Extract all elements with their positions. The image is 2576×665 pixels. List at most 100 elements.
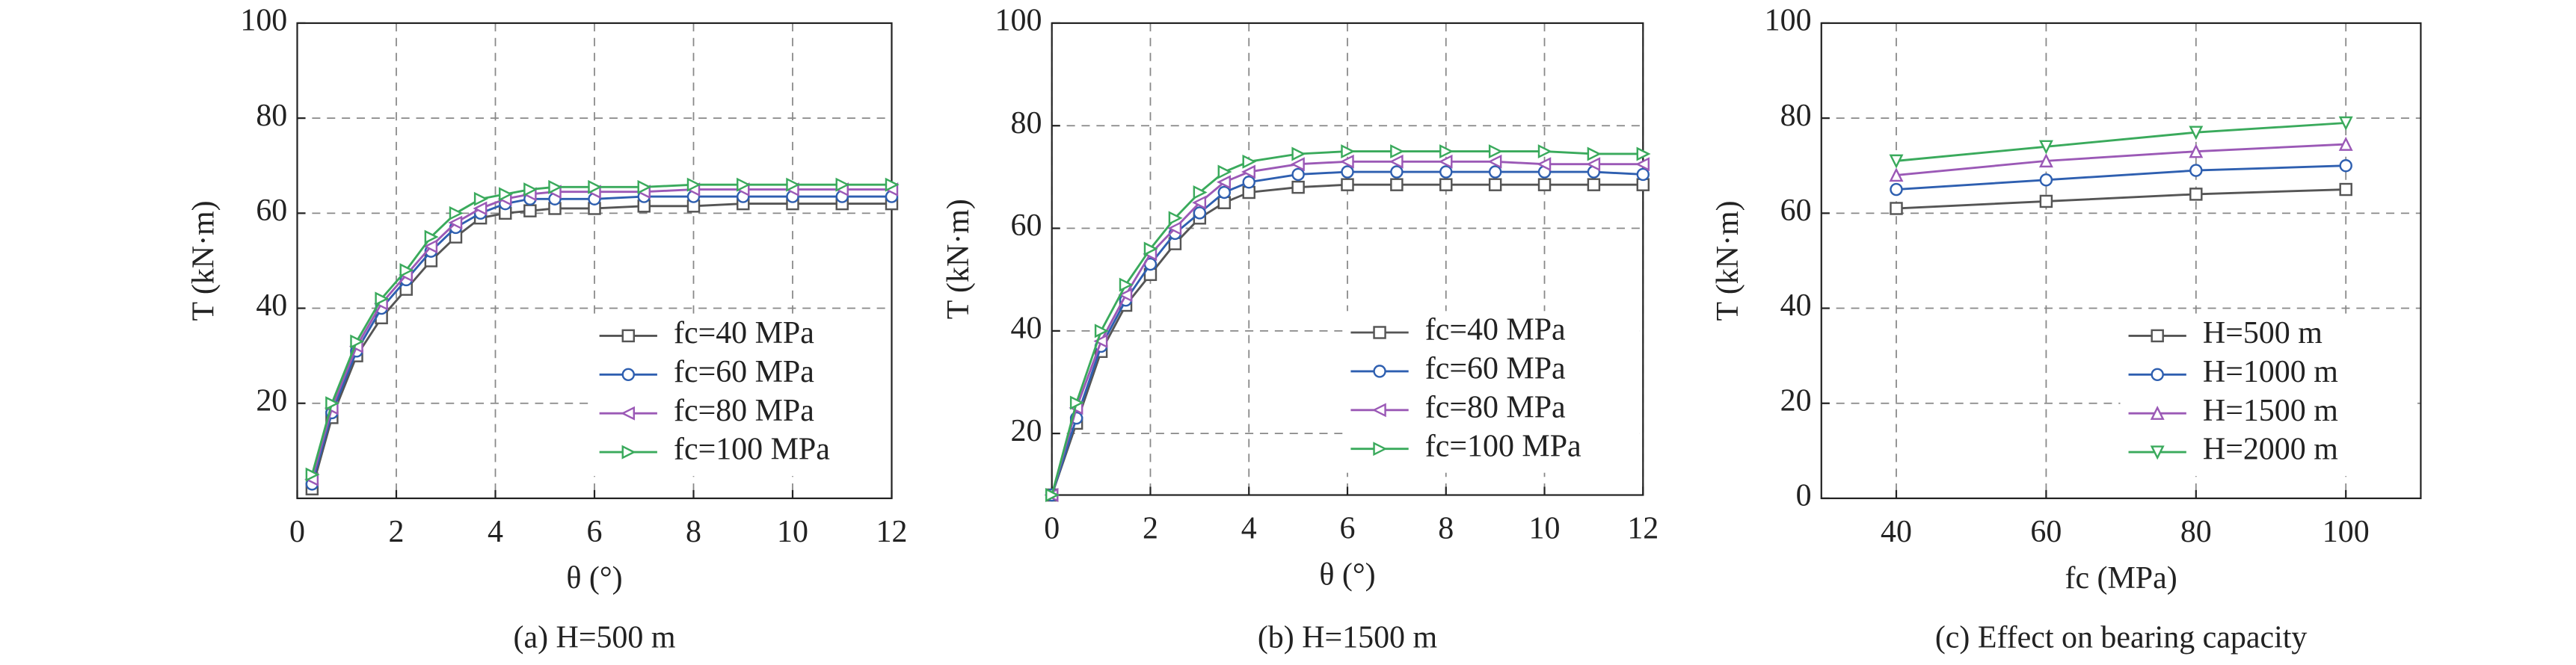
legend-marker [1371,403,1386,418]
data-point [1192,195,1207,210]
data-point [1890,182,1903,197]
legend-label: H=1000 m [2203,355,2338,389]
data-point [2339,159,2352,173]
x-tick-label: 12 [1627,512,1659,546]
x-tick-label: 2 [1143,512,1158,546]
data-point [1537,144,1552,159]
data-point [1439,165,1453,179]
data-point [1488,144,1503,159]
y-tick-label: 40 [1780,288,1812,323]
data-point [1390,144,1405,159]
data-point [1290,157,1305,172]
data-point [1390,178,1404,191]
legend-label: H=1500 m [2203,394,2338,428]
data-point [1291,146,1306,161]
y-tick-label: 60 [256,194,287,228]
data-point [1439,144,1454,159]
data-point [1635,157,1650,172]
x-axis-label: θ (°) [1319,558,1375,593]
data-point [686,177,701,192]
data-point [1587,178,1601,191]
data-point [548,179,563,194]
x-tick-label: 4 [488,515,503,549]
series-line [1896,122,2346,162]
data-point [2038,140,2053,155]
data-point [1487,154,1502,169]
y-tick-label: 60 [1780,194,1812,228]
data-point [2039,173,2053,187]
series-line [310,188,892,480]
data-point [1093,334,1108,349]
data-point [1118,288,1133,303]
data-point [2189,143,2204,158]
y-axis-label: T (kN·m) [187,200,221,321]
legend-marker [621,406,635,421]
data-point [1217,164,1232,179]
y-tick-label: 100 [1765,4,1812,38]
y-axis-label: T (kN·m) [1711,200,1745,321]
data-point [499,187,513,202]
data-point [1045,488,1060,502]
y-tick-label: 20 [1011,414,1042,448]
legend-box [2120,314,2417,477]
y-tick-label: 80 [1011,106,1042,140]
y-tick-label: 20 [1780,383,1812,418]
x-tick-label: 40 [1881,515,1912,549]
data-point [1242,154,1257,169]
data-point [1636,146,1651,161]
legend-label: fc=80 MPa [1425,390,1566,424]
y-tick-label: 0 [1796,479,1812,513]
data-point [448,215,463,230]
x-tick-label: 6 [587,515,603,549]
x-tick-label: 10 [1529,512,1561,546]
x-tick-label: 12 [876,515,908,549]
data-point [2038,153,2053,168]
data-point [1217,185,1232,200]
data-point [1143,241,1158,256]
data-point [2339,182,2352,197]
x-axis-label: fc (MPa) [2065,561,2177,596]
y-axis-label: T (kN·m) [941,199,976,319]
legend-box [591,314,889,477]
caption: (b) H=1500 m [1258,620,1437,655]
y-tick-label: 60 [1011,208,1042,243]
legend-marker [1373,326,1386,339]
data-point [1438,154,1453,169]
y-tick-label: 80 [256,99,287,133]
data-point [1069,395,1084,410]
data-point [1168,211,1183,226]
x-axis-label: θ (°) [566,561,622,596]
legend-marker [1373,442,1388,457]
legend-label: H=2000 m [2203,433,2338,467]
data-point [1193,206,1207,220]
data-point [588,179,603,194]
data-point [1341,165,1354,179]
data-point [1889,154,1904,169]
data-point [1890,202,1903,215]
caption: (c) Effect on bearing capacity [1935,620,2308,655]
data-point [835,177,850,192]
data-point [399,263,414,278]
x-tick-label: 0 [1044,512,1060,546]
data-point [1537,178,1552,191]
data-point [1241,164,1255,179]
plot-frame [1820,22,2422,500]
data-point [2189,164,2203,177]
x-tick-label: 8 [1438,512,1454,546]
x-tick-label: 100 [2323,515,2370,549]
data-point [305,467,320,482]
data-point [449,205,464,220]
data-point [1439,178,1453,191]
data-point [1636,167,1650,182]
legend-label: fc=60 MPa [1425,352,1566,386]
data-point [325,396,340,411]
data-point [2039,194,2053,208]
data-point [1339,154,1354,169]
caption: (a) H=500 m [514,620,676,655]
legend-label: H=500 m [2203,316,2323,350]
y-tick-label: 100 [240,4,287,38]
data-point [523,204,537,217]
y-tick-label: 20 [256,383,287,418]
x-tick-label: 10 [777,515,808,549]
legend-marker [621,368,635,382]
